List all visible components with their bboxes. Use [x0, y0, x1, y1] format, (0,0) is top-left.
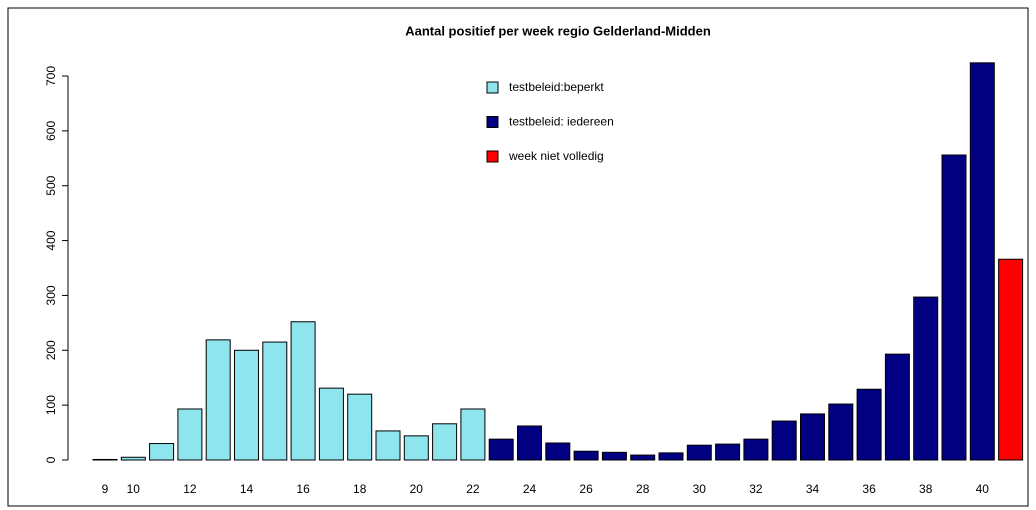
- bar: [177, 408, 203, 461]
- bar: [460, 408, 486, 461]
- x-tick-label: 36: [862, 482, 876, 496]
- bar: [856, 388, 882, 461]
- legend-label: testbeleid:beperkt: [509, 80, 604, 94]
- x-tick-label: 16: [296, 482, 310, 496]
- legend-label: week niet volledig: [508, 149, 604, 163]
- y-tick-label: 500: [44, 175, 58, 195]
- x-tick-label: 28: [636, 482, 650, 496]
- bar: [913, 296, 939, 461]
- bar: [884, 353, 910, 461]
- bar: [715, 443, 741, 461]
- bar: [800, 413, 825, 461]
- bar: [149, 443, 175, 461]
- bar: [347, 393, 373, 461]
- bar: [601, 451, 627, 461]
- x-tick-label: 26: [579, 482, 593, 496]
- bar: [318, 387, 344, 461]
- bar: [375, 430, 401, 461]
- bar: [403, 435, 429, 461]
- y-tick-label: 100: [44, 395, 58, 415]
- x-tick-label: 18: [353, 482, 367, 496]
- legend-swatch: [486, 116, 499, 128]
- x-tick-label: 40: [976, 482, 990, 496]
- bar: [92, 458, 118, 461]
- x-tick-label: 9: [102, 482, 109, 496]
- bar: [234, 349, 259, 461]
- y-tick-label: 300: [44, 285, 58, 305]
- x-tick-label: 24: [523, 482, 537, 496]
- y-tick-label: 600: [44, 121, 58, 141]
- bar: [998, 258, 1024, 461]
- x-tick-label: 10: [127, 482, 141, 496]
- bar: [686, 444, 712, 461]
- bar: [771, 420, 797, 461]
- x-tick-label: 14: [240, 482, 254, 496]
- legend-label: testbeleid: iedereen: [509, 115, 614, 129]
- x-tick-label: 22: [466, 482, 480, 496]
- bar: [941, 154, 967, 461]
- y-tick-label: 700: [44, 66, 58, 86]
- bar: [290, 321, 316, 461]
- x-tick-label: 30: [693, 482, 707, 496]
- bar: [969, 62, 995, 461]
- bar: [545, 442, 571, 461]
- bar: [658, 452, 684, 461]
- legend-swatch: [486, 150, 499, 163]
- x-tick-label: 32: [749, 482, 763, 496]
- chart-title: Aantal positief per week regio Gelderlan…: [405, 23, 711, 38]
- x-tick-label: 12: [183, 482, 197, 496]
- bar: [517, 425, 542, 461]
- bar: [630, 454, 656, 461]
- x-tick-label: 38: [919, 482, 933, 496]
- legend-swatch: [486, 81, 499, 94]
- bar: [120, 456, 146, 461]
- bar: [205, 339, 231, 461]
- bar: [828, 403, 854, 461]
- bar: [432, 423, 458, 461]
- bar: [488, 438, 514, 461]
- y-tick-label: 200: [44, 340, 58, 360]
- y-tick-label: 0: [44, 456, 58, 463]
- bar: [573, 450, 599, 461]
- x-tick-label: 34: [806, 482, 820, 496]
- bar: [262, 341, 288, 461]
- x-tick-label: 20: [410, 482, 424, 496]
- y-tick-label: 400: [44, 230, 58, 250]
- bar: [743, 438, 769, 461]
